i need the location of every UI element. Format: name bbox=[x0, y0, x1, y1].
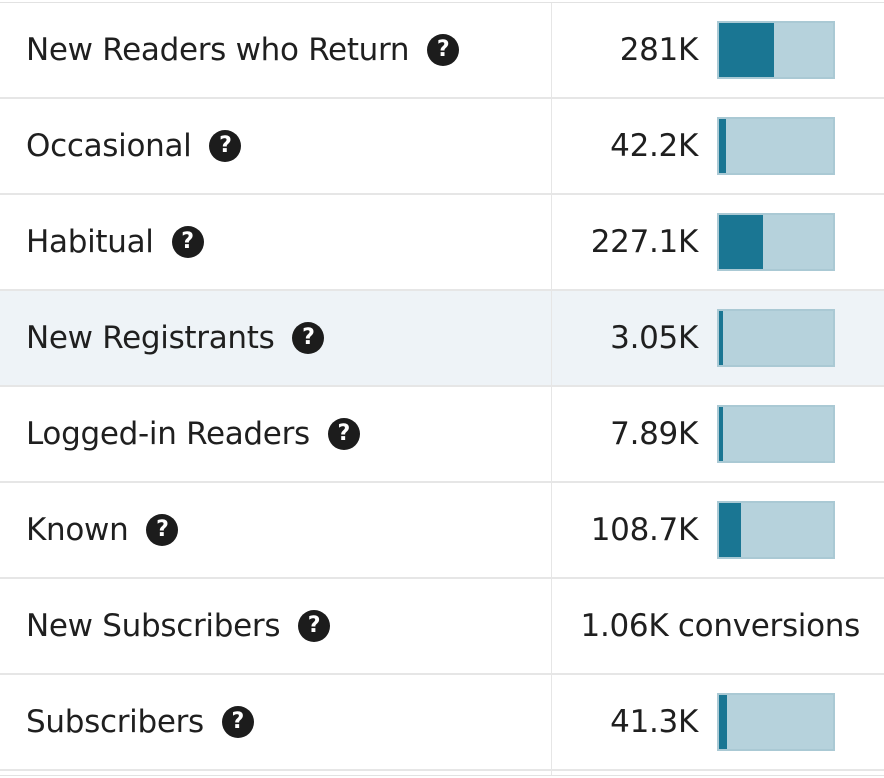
metric-row-subscribers: Subscribers ? 41.3K bbox=[0, 675, 884, 771]
metric-bar bbox=[717, 117, 835, 175]
column-divider bbox=[551, 3, 552, 775]
metric-value: 42.2K bbox=[610, 128, 698, 164]
metric-label: New Registrants bbox=[26, 320, 275, 356]
metric-bar-fill bbox=[719, 311, 723, 365]
metric-value: 41.3K bbox=[610, 704, 698, 740]
metric-bar-fill bbox=[719, 695, 727, 749]
metric-row-new-registrants: New Registrants ? 3.05K bbox=[0, 291, 884, 387]
metric-row-habitual: Habitual ? 227.1K bbox=[0, 195, 884, 291]
metric-value: 108.7K bbox=[590, 512, 699, 548]
metric-bar-fill bbox=[719, 23, 774, 77]
metric-label: Occasional bbox=[26, 128, 192, 164]
metric-bar bbox=[717, 693, 835, 751]
metric-bar bbox=[717, 501, 835, 559]
question-circle-icon[interactable]: ? bbox=[298, 610, 331, 642]
metric-bar-fill bbox=[719, 215, 763, 269]
question-circle-icon[interactable]: ? bbox=[327, 418, 360, 450]
metric-label: Known bbox=[26, 512, 129, 548]
metric-label: Habitual bbox=[26, 224, 154, 260]
metric-label: Logged-in Readers bbox=[26, 416, 310, 452]
metric-bar-fill bbox=[719, 503, 741, 557]
metric-label: New Subscribers bbox=[26, 608, 281, 644]
metric-value: 3.05K bbox=[610, 320, 698, 356]
metric-row-logged-in-readers: Logged-in Readers ? 7.89K bbox=[0, 387, 884, 483]
metric-row-known: Known ? 108.7K bbox=[0, 483, 884, 579]
metric-label: New Readers who Return bbox=[26, 32, 410, 68]
metric-value: 281K bbox=[619, 32, 699, 68]
question-circle-icon[interactable]: ? bbox=[292, 322, 325, 354]
metric-bar bbox=[717, 213, 835, 271]
question-circle-icon[interactable]: ? bbox=[427, 34, 460, 66]
metric-bar-fill bbox=[719, 407, 723, 461]
metric-bar bbox=[717, 309, 835, 367]
metric-bar bbox=[717, 405, 835, 463]
metric-row-occasional: Occasional ? 42.2K bbox=[0, 99, 884, 195]
metric-row-new-readers-who-return: New Readers who Return ? 281K bbox=[0, 3, 884, 99]
metric-value: 1.06K conversions bbox=[580, 608, 861, 644]
question-circle-icon[interactable]: ? bbox=[221, 706, 254, 738]
question-circle-icon[interactable]: ? bbox=[146, 514, 179, 546]
metric-bar bbox=[717, 21, 835, 79]
metric-label: Subscribers bbox=[26, 704, 204, 740]
question-circle-icon[interactable]: ? bbox=[209, 130, 242, 162]
metric-bar-fill bbox=[719, 119, 726, 173]
metric-value: 7.89K bbox=[610, 416, 698, 452]
question-circle-icon[interactable]: ? bbox=[171, 226, 204, 258]
metric-row-new-subscribers: New Subscribers ? 1.06K conversions bbox=[0, 579, 884, 675]
metric-value: 227.1K bbox=[590, 224, 699, 260]
